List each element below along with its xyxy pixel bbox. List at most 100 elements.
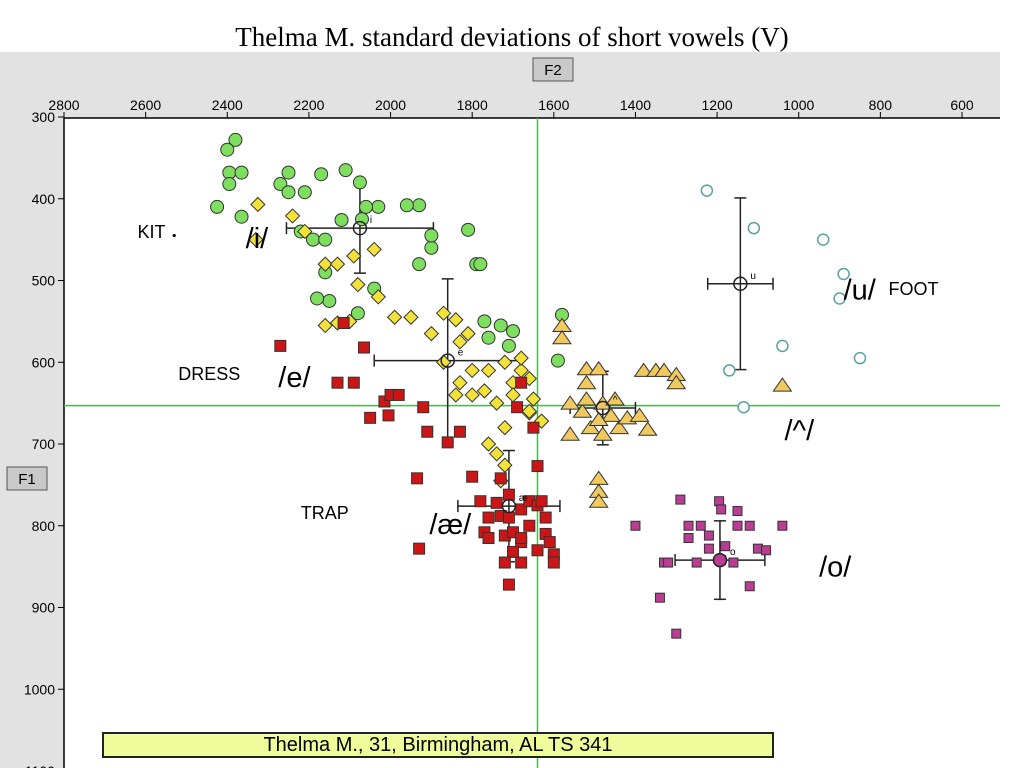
point-e-marker	[464, 387, 480, 403]
vowel-mean-code: u	[750, 271, 756, 282]
point-u-marker	[723, 364, 736, 377]
point-u-marker	[737, 400, 750, 414]
point-i-marker	[359, 199, 374, 214]
vowel-category-label: /æ/	[429, 509, 472, 541]
point-e-marker	[476, 383, 493, 399]
point-ae-marker	[515, 556, 528, 569]
point-ae-marker	[531, 544, 544, 557]
y-axis-title: F1	[18, 471, 36, 488]
point-i-marker	[334, 213, 349, 228]
point-ae-marker	[274, 339, 287, 352]
x-tick-label: 2200	[293, 97, 324, 113]
point-e-marker	[346, 248, 362, 264]
point-e-marker	[448, 312, 464, 328]
lexical-set-label: DRESS	[178, 364, 240, 384]
left-axis-band	[0, 118, 64, 768]
point-i-marker	[501, 338, 516, 353]
point-e-marker	[480, 436, 497, 452]
point-ae-marker	[502, 578, 515, 591]
vowel-mean-code: i	[370, 215, 372, 226]
point-ae-marker	[474, 495, 487, 508]
y-tick-label: 1000	[24, 681, 55, 697]
point-i-marker	[297, 185, 312, 200]
point-e-marker	[250, 196, 266, 213]
vowel-mean-code: ^	[613, 395, 618, 406]
point-ae-marker	[413, 542, 426, 555]
lexical-set-label: KIT	[137, 222, 165, 242]
y-tick-label: 800	[32, 518, 56, 534]
point-o-marker	[720, 541, 731, 552]
point-u-marker	[837, 267, 850, 281]
point-u-marker	[776, 339, 789, 353]
point-o-marker	[675, 494, 686, 505]
point-ae-marker	[441, 436, 454, 449]
point-o-marker	[761, 545, 772, 556]
point-i-marker	[350, 306, 365, 321]
vowel-mean-marker	[595, 400, 611, 416]
point-e-marker	[452, 334, 468, 350]
point-o-marker	[671, 628, 682, 639]
y-tick-label: 600	[32, 354, 56, 370]
point-ae-marker	[411, 472, 424, 485]
point-i-marker	[281, 165, 296, 180]
point-o-marker	[777, 520, 788, 531]
point-wedge-marker	[572, 403, 593, 418]
point-wedge-marker	[552, 329, 572, 345]
vowel-mean-marker	[712, 552, 728, 568]
point-wedge-marker	[560, 426, 581, 441]
top-axis-band	[0, 52, 1000, 118]
point-o-marker	[683, 520, 694, 531]
point-ae-marker	[523, 519, 536, 532]
point-o-marker	[752, 543, 763, 554]
point-ae-marker	[482, 511, 495, 524]
point-ae-marker	[347, 376, 360, 389]
point-e-marker	[297, 223, 313, 240]
point-i-marker	[481, 330, 496, 345]
vowel-category-label: /i/	[246, 223, 270, 255]
chart-title: Thelma M. standard deviations of short v…	[235, 22, 789, 52]
point-e-marker	[480, 362, 497, 379]
point-e-marker	[329, 256, 346, 272]
x-tick-label: 800	[869, 97, 893, 113]
point-ae-marker	[547, 556, 560, 569]
point-ae-marker	[466, 470, 479, 483]
speaker-caption: Thelma M., 31, Birmingham, AL TS 341	[102, 732, 774, 758]
point-i-marker	[371, 199, 386, 214]
point-i-marker	[318, 232, 333, 247]
x-tick-label: 2600	[130, 97, 161, 113]
x-tick-label: 1000	[783, 97, 814, 113]
point-ae-marker	[337, 317, 350, 330]
point-wedge-marker	[666, 374, 687, 390]
point-e-marker	[350, 276, 366, 293]
y-tick-label: 300	[32, 109, 56, 125]
x-tick-label: 1600	[538, 97, 569, 113]
point-o-marker	[744, 581, 755, 592]
vowel-category-label: /e/	[278, 362, 311, 394]
lexical-set-label: TRAP	[301, 503, 349, 523]
plot-area	[64, 118, 1000, 768]
point-ae-marker	[382, 409, 395, 422]
point-ae-marker	[515, 532, 528, 545]
point-o-marker	[683, 533, 694, 544]
point-wedge-marker	[654, 362, 674, 377]
vowel-mean-marker	[440, 353, 455, 368]
point-ae-marker	[515, 503, 528, 516]
point-ae-marker	[494, 472, 507, 485]
x-tick-label: 2000	[375, 97, 406, 113]
y-tick-label: 900	[32, 600, 56, 616]
y-tick-label: 500	[32, 273, 56, 289]
point-i-marker	[314, 167, 329, 182]
point-ae-marker	[358, 341, 371, 354]
point-wedge-marker	[560, 395, 581, 410]
point-i-marker	[354, 212, 369, 227]
point-ae-marker	[392, 388, 405, 401]
point-i-marker	[506, 324, 520, 339]
point-ae-marker	[527, 421, 540, 434]
point-wedge-marker	[588, 411, 609, 426]
point-i-marker	[234, 165, 249, 180]
point-e-marker	[317, 256, 333, 272]
vowel-mean-marker	[352, 220, 368, 236]
point-i-marker	[477, 314, 492, 329]
point-o-marker	[744, 520, 755, 531]
